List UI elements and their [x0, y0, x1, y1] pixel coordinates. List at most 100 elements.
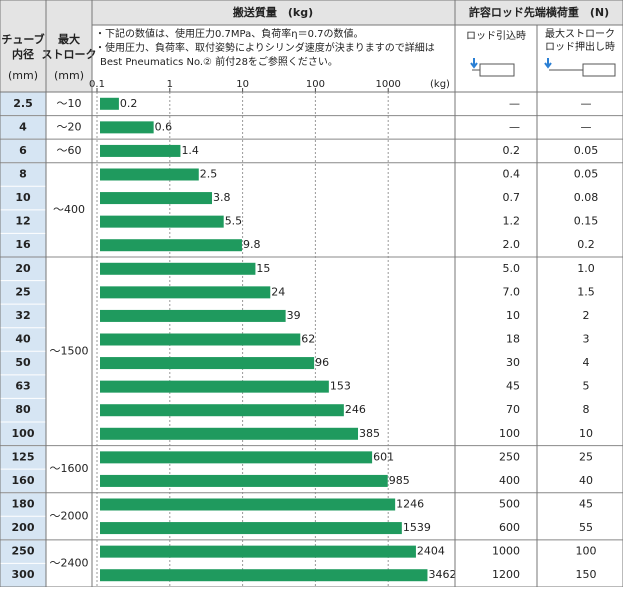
- stroke: ～1600: [50, 462, 89, 475]
- bar: [100, 451, 373, 464]
- bore: 20: [15, 262, 31, 275]
- retract: —: [509, 120, 520, 133]
- extend: 10: [579, 427, 593, 440]
- extend: —: [581, 120, 592, 133]
- value-label: 1539: [403, 521, 431, 534]
- retract: 100: [499, 427, 520, 440]
- extend: 1.5: [577, 285, 595, 298]
- retract: 18: [506, 333, 520, 346]
- stroke: ～20: [57, 120, 82, 133]
- value-label: 985: [389, 474, 410, 487]
- x-tick-label: 1: [167, 79, 173, 90]
- bar: [100, 97, 119, 110]
- bar: [100, 427, 359, 440]
- bar: [100, 474, 388, 487]
- value-label: 39: [287, 309, 301, 322]
- bore: 4: [19, 120, 27, 133]
- bore: 300: [12, 568, 35, 581]
- stroke: ～60: [57, 144, 82, 157]
- stroke: ～10: [57, 97, 82, 110]
- value-label: 9.8: [243, 238, 260, 251]
- bar: [100, 333, 301, 346]
- bar: [100, 192, 213, 205]
- bore: 25: [15, 285, 30, 298]
- retract: 500: [499, 498, 520, 511]
- retract: 250: [499, 450, 520, 463]
- retract: 2.0: [503, 238, 521, 251]
- bar: [100, 239, 242, 252]
- retract: 400: [499, 474, 520, 487]
- extend: 25: [579, 450, 593, 463]
- x-tick-label: 0.1: [89, 79, 105, 90]
- header: 許容ロッド先端横荷重 (N): [469, 5, 609, 19]
- extend: 0.08: [574, 191, 599, 204]
- bore: 6: [19, 144, 27, 157]
- x-tick-label: 10: [236, 79, 249, 90]
- stroke: ～2000: [50, 509, 89, 522]
- bar: [100, 215, 224, 228]
- bore: 32: [15, 309, 30, 322]
- bar: [100, 121, 154, 134]
- header: (mm): [54, 69, 84, 82]
- extend: 2: [583, 309, 590, 322]
- value-label: 62: [301, 333, 315, 346]
- header: 最大: [58, 32, 80, 46]
- value-label: 0.2: [120, 97, 137, 110]
- retract: 70: [506, 403, 520, 416]
- bore: 180: [12, 498, 35, 511]
- note: ・使用圧力、負荷率、取付姿勢によりシリンダ速度が決まりますので詳細は: [95, 41, 435, 54]
- value-label: 96: [315, 356, 329, 369]
- extend: 0.05: [574, 168, 599, 181]
- retract: 0.7: [503, 191, 521, 204]
- bore: 200: [12, 521, 35, 534]
- header: 内径: [12, 47, 34, 61]
- bore: 250: [12, 545, 35, 558]
- retract: 1000: [492, 545, 520, 558]
- value-label: 5.5: [225, 215, 243, 228]
- header: ロッド引込時: [466, 30, 526, 42]
- bore: 125: [12, 450, 35, 463]
- value-label: 2.5: [200, 168, 218, 181]
- extend: —: [581, 97, 592, 110]
- bore-bg: [0, 92, 46, 587]
- retract: —: [509, 97, 520, 110]
- bar: [100, 404, 344, 417]
- bar: [100, 309, 286, 322]
- stroke: ～1500: [50, 344, 89, 357]
- bar: [100, 498, 396, 511]
- x-tick-label: 100: [306, 79, 325, 90]
- bore: 10: [15, 191, 31, 204]
- bar: [100, 545, 416, 558]
- value-label: 246: [345, 403, 366, 416]
- bore: 40: [15, 333, 31, 346]
- extend: 100: [576, 545, 597, 558]
- note: ・下記の数値は、使用圧力0.7MPa、負荷率η＝0.7の数値。: [95, 27, 363, 40]
- extend: 0.15: [574, 215, 599, 228]
- bore: 80: [15, 403, 31, 416]
- retract: 30: [506, 356, 520, 369]
- extend: 0.05: [574, 144, 599, 157]
- header: (mm): [8, 69, 38, 82]
- extend: 45: [579, 498, 593, 511]
- stroke: ～400: [53, 203, 85, 216]
- header: 最大ストローク: [545, 27, 615, 40]
- extend: 5: [583, 380, 590, 393]
- value-label: 15: [256, 262, 270, 275]
- bore: 50: [15, 356, 31, 369]
- value-label: 385: [359, 427, 380, 440]
- bore: 8: [19, 168, 27, 181]
- value-label: 1.4: [181, 144, 199, 157]
- bore: 12: [15, 215, 30, 228]
- chart-title: 搬送質量 (kg): [233, 5, 313, 19]
- bore: 160: [12, 474, 35, 487]
- extend: 55: [579, 521, 593, 534]
- note: Best Pneumatics No.② 前付28をご参照ください。: [100, 55, 338, 68]
- bore: 2.5: [13, 97, 33, 110]
- header: チューブ: [1, 32, 44, 46]
- value-label: 3.8: [213, 191, 231, 204]
- value-label: 24: [271, 285, 285, 298]
- value-label: 153: [330, 380, 351, 393]
- value-label: 3462: [428, 568, 456, 581]
- retract: 0.4: [503, 168, 521, 181]
